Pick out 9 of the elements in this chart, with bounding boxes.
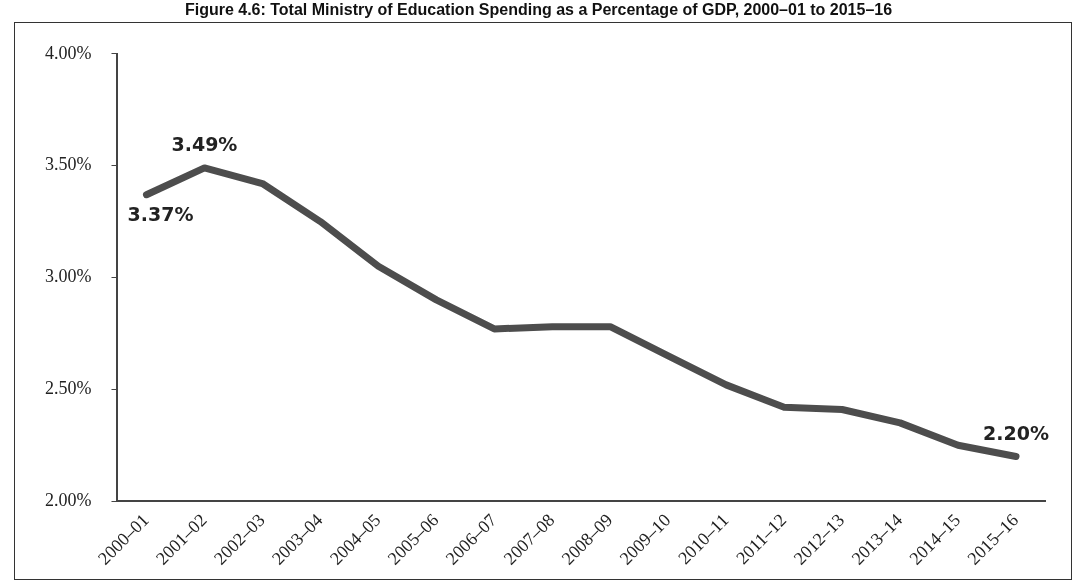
chart-title: Figure 4.6: Total Ministry of Education Spending as a Percentage of GDP, 2000–01 to 2015–16 bbox=[183, 0, 894, 20]
data-label: 2.20% bbox=[983, 421, 1049, 444]
y-tick-label: 2.00% bbox=[44, 489, 92, 510]
y-tick-label: 3.50% bbox=[44, 154, 92, 175]
data-label: 3.49% bbox=[171, 133, 238, 156]
y-tick-label: 2.50% bbox=[44, 378, 92, 399]
y-tick-label: 4.00% bbox=[44, 42, 92, 63]
data-label: 3.37% bbox=[127, 203, 194, 226]
y-tick-label: 3.00% bbox=[44, 266, 92, 287]
